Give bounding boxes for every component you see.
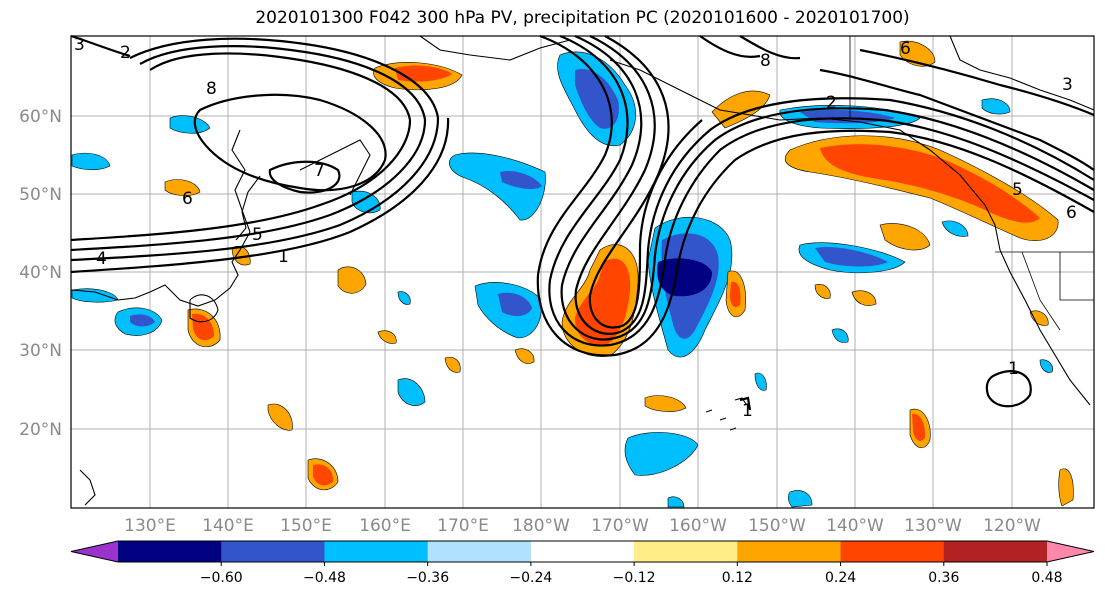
map-frame (70, 35, 1095, 509)
contour-label: 3 (74, 35, 85, 55)
lat-label: 40°N (19, 263, 62, 283)
colorbar-extend-low (71, 541, 118, 562)
pv-contours (70, 34, 1095, 411)
colorbar-extend-high (1047, 541, 1094, 562)
contour-label: 2 (120, 43, 131, 63)
contour-label: 6 (1066, 203, 1077, 223)
contour-label: 6 (900, 39, 911, 59)
colorbar-segment (634, 541, 738, 562)
colorbar-tick-label: 0.12 (722, 570, 753, 586)
lon-label: 140°W (826, 516, 884, 536)
contour-label-group: 2 8 7 6 4 5 1 2 8 6 5 1 1 6 3 3 (74, 35, 1077, 421)
lat-label: 20°N (19, 420, 62, 440)
lon-label: 180°W (512, 516, 570, 536)
contour-label: 1 (278, 247, 289, 267)
colorbar-segment (737, 541, 842, 562)
colorbar-segment (530, 541, 635, 562)
coastlines (70, 35, 1095, 506)
colorbar-segment (840, 541, 945, 562)
colorbar-segment (118, 541, 222, 562)
lat-label: 50°N (19, 185, 62, 205)
colorbar-tick-label: −0.12 (613, 570, 656, 586)
contour-label: 5 (1012, 180, 1023, 200)
contour-label: 4 (96, 249, 107, 269)
longitude-labels: 130°E 140°E 150°E 160°E 170°E 180°W 170°… (124, 516, 1041, 536)
lon-label: 170°E (437, 516, 489, 536)
colorbar-outline (70, 540, 1095, 563)
lon-label: 130°W (904, 516, 962, 536)
lon-label: 150°E (280, 516, 332, 536)
lon-label: 140°E (202, 516, 254, 536)
colorbar-tick-label: 0.36 (928, 570, 959, 586)
lat-label: 30°N (19, 341, 62, 361)
contour-label: 8 (760, 51, 771, 71)
colorbar-tick-label: 0.48 (1031, 570, 1062, 586)
contour-label: 6 (182, 189, 193, 209)
contour-label: 3 (1062, 75, 1073, 95)
lon-label: 160°E (359, 516, 411, 536)
colorbar-tick-label: −0.60 (200, 570, 243, 586)
colorbar-segment (427, 541, 532, 562)
colorbar-tick-label: −0.36 (406, 570, 449, 586)
latitude-labels: 60°N 50°N 40°N 30°N 20°N (19, 107, 62, 440)
lon-label: 160°W (669, 516, 727, 536)
lat-label: 60°N (19, 107, 62, 127)
contour-label: 1 (1008, 359, 1019, 379)
colorbar-segment (324, 541, 429, 562)
country-borders (849, 36, 1094, 331)
contour-label: 1 (742, 401, 753, 421)
lon-label: 130°E (124, 516, 176, 536)
lon-label: 170°W (591, 516, 649, 536)
contour-label: 2 (826, 93, 837, 113)
colorbar-segment (943, 541, 1048, 562)
colorbar: −0.60 −0.48 −0.36 −0.24 −0.12 0.12 0.24 0.36 0.4… (70, 540, 1095, 586)
colorbar-tick-label: −0.48 (303, 570, 346, 586)
lon-label: 120°W (983, 516, 1041, 536)
colorbar-tick-label: 0.24 (825, 570, 856, 586)
figure-title: 2020101300 F042 300 hPa PV, precipitatio… (255, 8, 910, 28)
colorbar-tick-label: −0.24 (509, 570, 552, 586)
contour-label: 8 (206, 79, 217, 99)
contour-label: 7 (314, 161, 325, 181)
colorbar-segment (221, 541, 325, 562)
lon-label: 150°W (748, 516, 806, 536)
contour-label: 5 (252, 225, 263, 245)
